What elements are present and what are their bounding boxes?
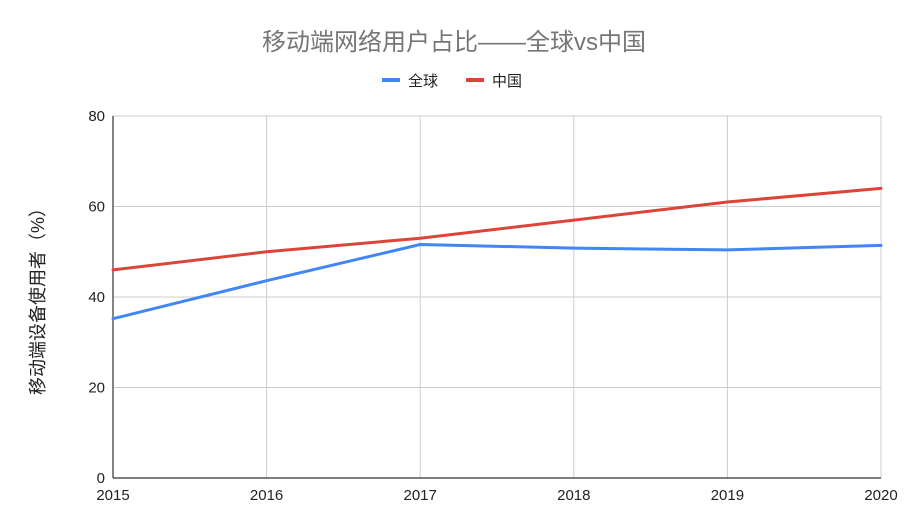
y-axis-label: 移动端设备使用者（%） (28, 199, 48, 395)
chart-title: 移动端网络用户占比——全球vs中国 (262, 29, 646, 56)
x-tick-label-2018: 2018 (557, 487, 590, 504)
y-tick-label-20: 20 (88, 380, 105, 397)
x-tick-label-2019: 2019 (711, 487, 744, 504)
series-lines (111, 186, 883, 321)
y-tick-label-80: 80 (88, 108, 105, 125)
series-line-global (111, 243, 883, 321)
tick-labels: 0 20 40 60 80 2015 2016 2017 2018 2019 2020 (88, 108, 897, 504)
y-tick-label-0: 0 (97, 470, 105, 487)
x-tick-label-2016: 2016 (250, 487, 283, 504)
series-line-china (111, 186, 883, 272)
y-tick-label-40: 40 (88, 289, 105, 306)
x-tick-label-2020: 2020 (864, 487, 897, 504)
x-tick-label-2017: 2017 (404, 487, 437, 504)
legend-label-china: 中国 (492, 73, 522, 90)
gridlines (113, 115, 882, 478)
x-tick-label-2015: 2015 (96, 487, 129, 504)
y-tick-label-60: 60 (88, 199, 105, 216)
axes (112, 116, 881, 479)
legend-label-global: 全球 (408, 72, 438, 90)
legend: 全球 中国 (382, 72, 522, 90)
